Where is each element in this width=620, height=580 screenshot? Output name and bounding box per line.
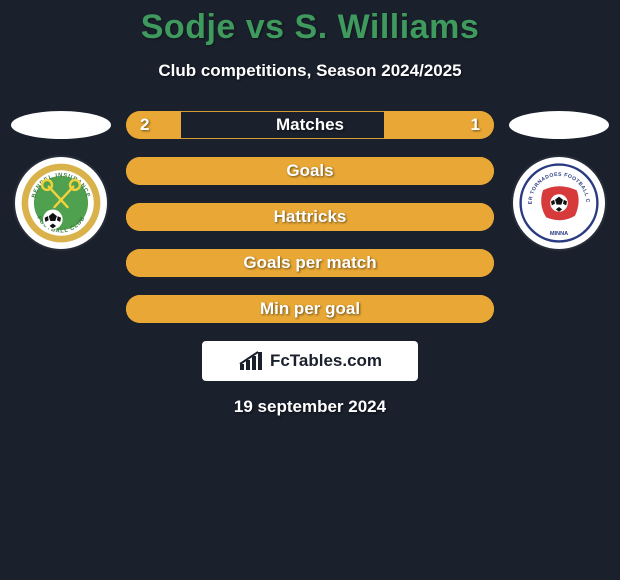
matches-left-value: 2	[140, 111, 149, 139]
stat-goals: Goals	[126, 157, 494, 185]
fctables-text: FcTables.com	[270, 351, 382, 371]
stat-goals-per-match: Goals per match	[126, 249, 494, 277]
right-club-badge: NIGER TORNADOES FOOTBALL CLUB MINNA	[513, 157, 605, 249]
left-player-avatar	[11, 111, 111, 139]
stat-matches: 2 Matches 1	[126, 111, 494, 139]
svg-text:MINNA: MINNA	[550, 231, 568, 237]
bendel-insurance-logo: BENDEL INSURANCE FOOTBALL CLUB	[20, 162, 102, 244]
stat-hattricks: Hattricks	[126, 203, 494, 231]
gpm-label: Goals per match	[243, 249, 376, 277]
page-title: Sodje vs S. Williams	[0, 8, 620, 47]
left-player-col: BENDEL INSURANCE FOOTBALL CLUB	[8, 111, 114, 249]
date-text: 19 september 2024	[126, 397, 494, 417]
matches-right-value: 1	[471, 111, 480, 139]
right-player-avatar	[509, 111, 609, 139]
comparison-row: BENDEL INSURANCE FOOTBALL CLUB	[0, 111, 620, 417]
matches-label: Matches	[276, 111, 344, 139]
stats-col: 2 Matches 1 Goals Hattricks Goals per ma…	[114, 111, 506, 417]
mpg-label: Min per goal	[260, 295, 360, 323]
goals-label: Goals	[286, 157, 333, 185]
matches-left-fill	[126, 111, 181, 139]
niger-tornadoes-logo: NIGER TORNADOES FOOTBALL CLUB MINNA	[519, 163, 599, 243]
fctables-badge[interactable]: FcTables.com	[202, 341, 418, 381]
right-player-col: NIGER TORNADOES FOOTBALL CLUB MINNA	[506, 111, 612, 249]
fctables-icon	[238, 350, 266, 372]
subtitle: Club competitions, Season 2024/2025	[0, 61, 620, 81]
stat-min-per-goal: Min per goal	[126, 295, 494, 323]
left-club-badge: BENDEL INSURANCE FOOTBALL CLUB	[15, 157, 107, 249]
hattricks-label: Hattricks	[274, 203, 347, 231]
